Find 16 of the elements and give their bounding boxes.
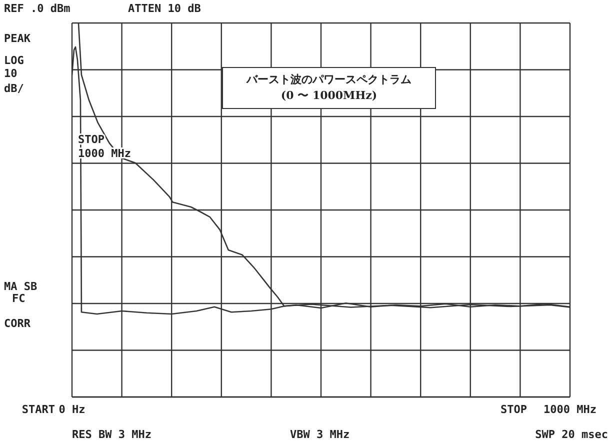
caption-box: バースト波のパワースペクトラム (0 〜 1000MHz): [222, 67, 436, 109]
text: PEAK: [4, 32, 31, 45]
text: LOG: [4, 54, 24, 67]
text: START: [22, 403, 56, 416]
text: CORR: [4, 317, 31, 330]
text: FC: [12, 292, 26, 305]
x-tick-label: 0 Hz: [58, 402, 86, 416]
text: MA SB: [4, 280, 38, 293]
text: dB/: [4, 82, 24, 95]
text: REF .0 dBm: [4, 2, 71, 15]
text: ATTEN 10 dB: [128, 2, 202, 15]
text: VBW 3 MHz: [290, 428, 350, 441]
text: STOP: [500, 403, 528, 416]
text: 10: [4, 67, 18, 80]
text: RES BW 3 MHz: [72, 428, 152, 441]
text: SWP 20 msec: [535, 428, 608, 441]
